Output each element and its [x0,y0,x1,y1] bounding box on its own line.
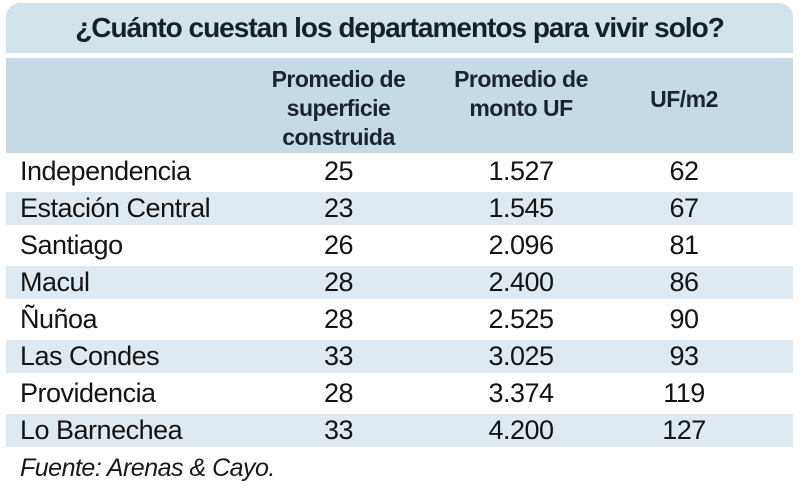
table-row: Providencia 28 3.374 119 [6,375,793,412]
commune-name: Las Condes [20,341,160,371]
source-note: Fuente: Arenas & Cayo. [20,454,275,482]
uf-amount-value: 3.374 [488,378,554,408]
uf-amount-value: 3.025 [488,341,554,371]
surface-value: 25 [323,156,354,186]
table-header-row: Promedio de superficie construida Promed… [6,58,793,153]
uf-per-m2-value: 81 [669,230,699,260]
header-uf-amount: Promedio de monto UF [454,66,588,121]
commune-name: Macul [20,267,90,297]
table-container: ¿Cuánto cuestan los departamentos para v… [6,3,793,483]
header-right-spacer [757,58,793,153]
table-row: Estación Central 23 1.545 67 [6,190,793,227]
uf-amount-value: 4.200 [488,415,554,445]
uf-amount-value: 1.545 [488,193,554,223]
table-row: Lo Barnechea 33 4.200 127 [6,412,793,449]
uf-per-m2-value: 127 [662,415,706,445]
page-title: ¿Cuánto cuestan los departamentos para v… [75,12,725,43]
commune-name: Santiago [20,230,123,260]
uf-amount-value: 2.400 [488,267,554,297]
commune-name: Independencia [20,156,191,186]
table-body: Independencia 25 1.527 62 Estación Centr… [6,153,793,449]
uf-per-m2-value: 67 [669,193,699,223]
commune-name: Ñuñoa [20,304,98,334]
uf-per-m2-value: 119 [663,378,705,408]
header-commune-spacer [6,58,246,153]
uf-per-m2-value: 90 [669,304,699,334]
uf-per-m2-value: 93 [669,341,699,371]
header-uf-per-m2: UF/m2 [650,86,718,112]
table-row: Macul 28 2.400 86 [6,264,793,301]
surface-value: 33 [323,415,354,445]
table-row: Santiago 26 2.096 81 [6,227,793,264]
surface-value: 28 [323,267,354,297]
surface-value: 23 [323,193,354,223]
surface-value: 28 [323,304,354,334]
commune-name: Lo Barnechea [20,415,183,445]
uf-per-m2-value: 62 [669,156,699,186]
uf-per-m2-value: 86 [669,267,699,297]
uf-amount-value: 2.525 [488,304,554,334]
surface-value: 28 [323,378,354,408]
title-band: ¿Cuánto cuestan los departamentos para v… [6,3,793,53]
uf-amount-value: 1.527 [488,156,554,186]
commune-name: Providencia [20,378,156,408]
surface-value: 33 [323,341,354,371]
commune-name: Estación Central [20,193,211,223]
uf-amount-value: 2.096 [488,230,554,260]
header-surface: Promedio de superficie construida [271,66,406,150]
surface-value: 26 [323,230,354,260]
table-row: Las Condes 33 3.025 93 [6,338,793,375]
table-row: Ñuñoa 28 2.525 90 [6,301,793,338]
table-row: Independencia 25 1.527 62 [6,153,793,190]
